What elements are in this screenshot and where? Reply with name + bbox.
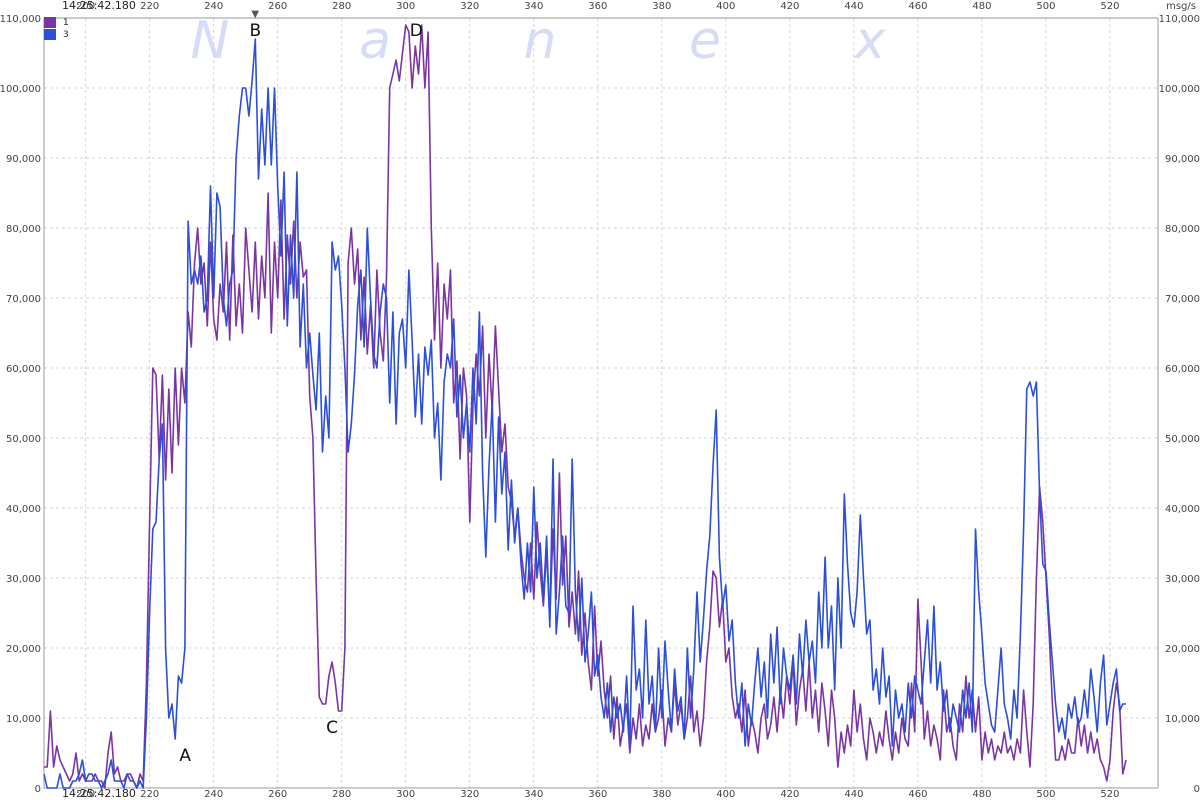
x-tick-label-bottom: 300	[396, 789, 415, 800]
legend: 13	[44, 17, 69, 40]
x-tick-label-bottom: 260	[268, 789, 287, 800]
legend-label-3: 3	[63, 30, 69, 40]
watermark-letter: n	[524, 11, 557, 71]
x-tick-label-top: 320	[460, 1, 479, 12]
x-tick-label-bottom: 380	[652, 789, 671, 800]
x-tick-label-bottom: 280	[332, 789, 351, 800]
x-tick-label-bottom: 400	[716, 789, 735, 800]
annotation-C: C	[326, 718, 338, 738]
y-tick-label-right: 70,000	[1165, 294, 1200, 305]
watermark-letter: N	[191, 11, 230, 71]
y-tick-label-left: 100,000	[0, 84, 41, 95]
grid-layer	[44, 17, 1158, 789]
legend-label-1: 1	[63, 18, 69, 28]
x-tick-label-top: 520	[1100, 1, 1119, 12]
series-line-3	[43, 38, 1126, 789]
y-unit-label: msg/s	[1166, 1, 1196, 12]
x-tick-label-bottom: 420	[780, 789, 799, 800]
series-line-1	[44, 24, 1127, 789]
x-tick-label-bottom: 460	[908, 789, 927, 800]
y-tick-label-left: 60,000	[6, 364, 41, 375]
y-tick-label-right: 10,000	[1165, 714, 1200, 725]
x-tick-label-top: 480	[972, 1, 991, 12]
watermark-letter: e	[689, 11, 721, 71]
timestamp-bottom: 14:25:42.180	[62, 787, 136, 800]
annotation-A: A	[179, 746, 191, 766]
y-tick-label-left: 10,000	[6, 714, 41, 725]
x-tick-label-bottom: 520	[1100, 789, 1119, 800]
x-tick-label-bottom: 480	[972, 789, 991, 800]
y-tick-label-right: 0	[1194, 784, 1200, 795]
x-tick-label-bottom: 240	[204, 789, 223, 800]
x-tick-label-bottom: 220	[140, 789, 159, 800]
x-tick-label-top: 280	[332, 1, 351, 12]
x-tick-label-top: 460	[908, 1, 927, 12]
x-tick-label-bottom: 500	[1036, 789, 1055, 800]
x-tick-label-top: 500	[1036, 1, 1055, 12]
x-tick-label-top: 300	[396, 1, 415, 12]
y-tick-label-right: 50,000	[1165, 434, 1200, 445]
x-tick-label-bottom: 360	[588, 789, 607, 800]
y-tick-label-left: 30,000	[6, 574, 41, 585]
x-tick-label-top: 420	[780, 1, 799, 12]
y-tick-label-right: 60,000	[1165, 364, 1200, 375]
y-tick-label-right: 90,000	[1165, 154, 1200, 165]
y-tick-label-left: 80,000	[6, 224, 41, 235]
y-tick-label-right: 30,000	[1165, 574, 1200, 585]
y-tick-label-left: 110,000	[0, 14, 41, 25]
y-tick-label-left: 0	[35, 784, 41, 795]
legend-swatch-1	[44, 17, 56, 28]
y-tick-label-right: 80,000	[1165, 224, 1200, 235]
annotation-D: D	[410, 21, 423, 41]
annotation-layer: A B C D ▼	[179, 9, 422, 766]
y-tick-label-right: 100,000	[1159, 84, 1200, 95]
x-tick-label-bottom: 200	[76, 789, 95, 800]
watermark-letter: x	[853, 11, 887, 71]
x-tick-label-top: 200	[76, 1, 95, 12]
watermark-letter: a	[359, 11, 391, 71]
series-layer	[43, 24, 1127, 789]
axes-layer	[43, 17, 1159, 789]
y-tick-label-right: 40,000	[1165, 504, 1200, 515]
x-tick-label-top: 340	[524, 1, 543, 12]
x-tick-label-bottom: 340	[524, 789, 543, 800]
y-tick-label-left: 20,000	[6, 644, 41, 655]
x-tick-label-bottom: 320	[460, 789, 479, 800]
timestamp-top: 14:25:42.180	[62, 0, 136, 12]
marker-triangle: ▼	[251, 9, 259, 20]
y-tick-label-right: 20,000	[1165, 644, 1200, 655]
x-tick-label-top: 220	[140, 1, 159, 12]
y-tick-label-left: 40,000	[6, 504, 41, 515]
x-tick-label-top: 380	[652, 1, 671, 12]
y-tick-label-right: 110,000	[1159, 14, 1200, 25]
y-tick-label-left: 70,000	[6, 294, 41, 305]
x-tick-label-top: 400	[716, 1, 735, 12]
x-tick-label-top: 360	[588, 1, 607, 12]
legend-swatch-3	[44, 29, 56, 40]
y-tick-label-left: 90,000	[6, 154, 41, 165]
y-tick-label-left: 50,000	[6, 434, 41, 445]
x-tick-label-bottom: 440	[844, 789, 863, 800]
annotation-B: B	[249, 21, 261, 41]
x-tick-label-top: 260	[268, 1, 287, 12]
x-tick-label-top: 440	[844, 1, 863, 12]
x-tick-label-top: 240	[204, 1, 223, 12]
